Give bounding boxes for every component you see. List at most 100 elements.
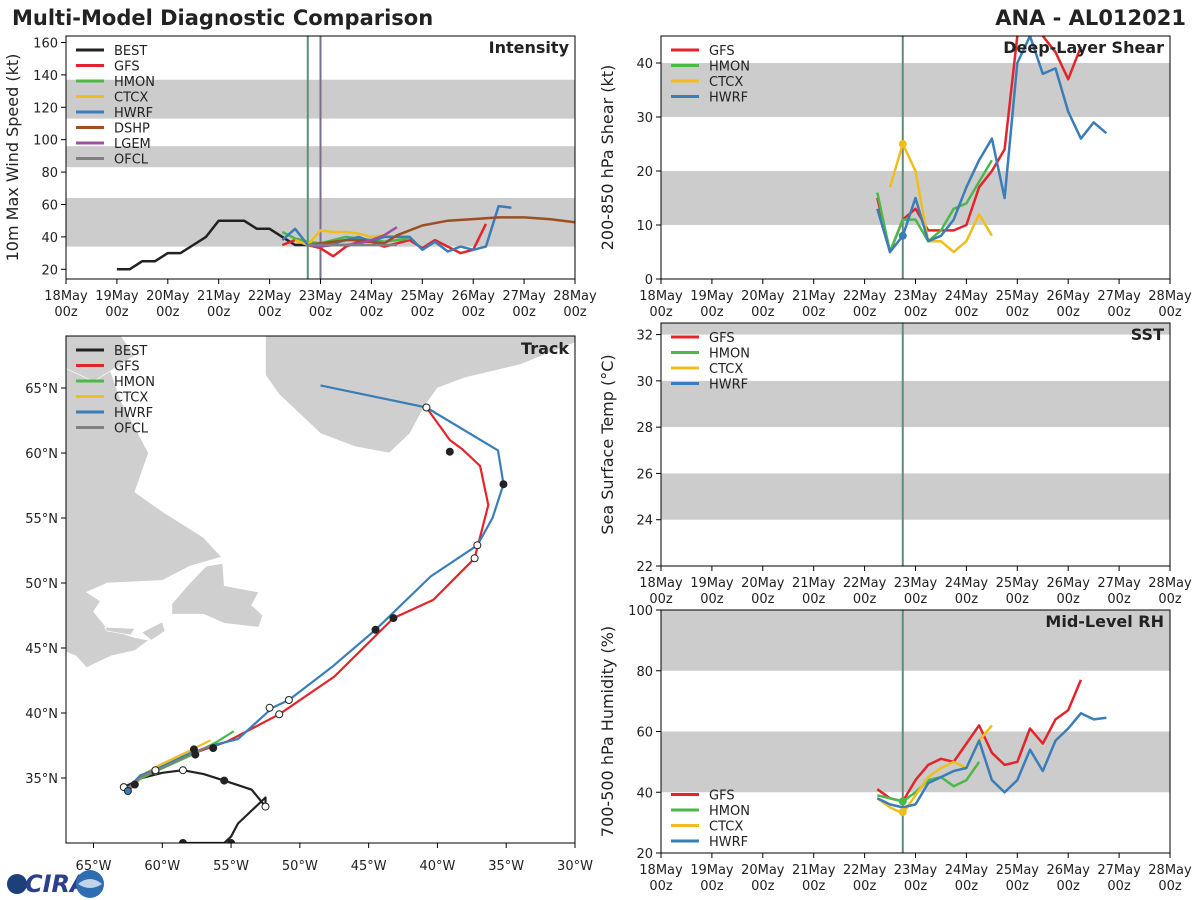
legend-item: HMON [76,75,155,90]
x-tick-label-hour: 00z [751,592,775,607]
lon-label: 60°W [144,859,180,874]
x-tick-label-day: 27May [1097,576,1141,591]
legend-label: CTCX [709,75,743,90]
x-tick-label-hour: 00z [802,305,826,320]
track-point [130,780,139,789]
series-gfs [876,679,1083,803]
landmass [66,336,223,668]
y-tick-label: 80 [41,166,58,181]
x-tick-label-hour: 00z [105,305,129,320]
x-tick-label-day: 21May [197,289,241,304]
legend-item: CTCX [671,362,743,377]
y-tick-label: 20 [636,847,653,862]
landmass [171,563,264,628]
x-tick-label-day: 23May [894,576,938,591]
track-point [191,750,200,759]
series-dshp [307,216,575,247]
x-tick-label-hour: 00z [853,592,877,607]
legend-label: LGEM [114,137,151,152]
panel-track: Track 35°N 40°N 45°N 50°N 55°N 60°N 65°N 65°W 60°… [25,335,593,874]
x-tick-label-day: 22May [843,863,887,878]
x-tick-label-hour: 00z [54,305,78,320]
x-tick-label-day: 26May [451,289,495,304]
x-tick-label-day: 27May [1097,863,1141,878]
y-axis-label: 200-850 hPa Shear (kt) [598,65,617,251]
x-tick-label-day: 23May [894,863,938,878]
panel-title: Mid-Level RH [1045,612,1164,631]
y-tick-label: 40 [636,786,653,801]
lon-label: 50°W [282,859,318,874]
y-tick-label: 120 [33,101,58,116]
legend-label: CTCX [709,362,743,377]
legend-item: OFCL [76,422,149,437]
x-tick-label-day: 27May [1097,289,1141,304]
x-tick-label-hour: 00z [904,305,928,320]
x-tick-label-day: 25May [996,863,1040,878]
x-tick-label-hour: 00z [1057,592,1081,607]
legend-label: HWRF [114,106,153,121]
x-tick-label-hour: 00z [360,305,384,320]
lon-label: 55°W [213,859,249,874]
x-tick-label-day: 25May [996,576,1040,591]
legend-item: GFS [671,789,735,804]
x-tick-label-hour: 00z [462,305,486,320]
y-tick-label: 30 [636,111,653,126]
x-tick-label-day: 18May [639,289,683,304]
x-tick-label-day: 25May [996,289,1040,304]
track-point [151,766,160,775]
x-tick-label-day: 19May [690,863,734,878]
plot-area [66,36,575,279]
legend-label: CTCX [709,820,743,835]
legend-label: OFCL [114,153,149,168]
panel-title: Intensity [489,38,570,57]
x-tick-label-hour: 00z [156,305,180,320]
intensity-band [661,323,1170,335]
legend-item: BEST [76,344,147,359]
x-tick-label-day: 28May [1148,863,1192,878]
x-tick-label-hour: 00z [904,592,928,607]
wave-icon [78,879,102,888]
axes-frame [65,335,576,844]
legend-label: GFS [709,789,735,804]
x-tick-label-day: 20May [741,576,785,591]
x-tick-label-hour: 00z [802,592,826,607]
legend-item: GFS [76,60,140,75]
x-tick-label-hour: 00z [649,592,673,607]
series-ctcx [888,142,993,254]
intensity-band [661,610,1170,671]
x-tick-label-day: 25May [401,289,445,304]
legend-item: HWRF [76,406,153,421]
legend-label: GFS [114,360,140,375]
x-tick-label-hour: 00z [1107,592,1131,607]
track-point [227,839,236,843]
cira-logo: CIRA [7,870,104,898]
x-tick-label-day: 28May [1148,576,1192,591]
legend-label: GFS [709,331,735,346]
x-tick-label-hour: 00z [512,305,536,320]
x-tick-label-hour: 00z [853,305,877,320]
lon-label: 35°W [488,859,524,874]
series-best [116,219,308,271]
lat-label: 65°N [25,382,58,397]
legend-item: CTCX [76,391,148,406]
track-point [389,614,398,623]
x-tick-label-day: 19May [690,289,734,304]
track-point [275,710,284,719]
legend-item: LGEM [76,137,151,152]
legend-item: BEST [76,44,147,59]
lon-label: 40°W [419,859,455,874]
y-tick-label: 30 [636,375,653,390]
x-tick-label-hour: 00z [1006,592,1030,607]
y-axis-label: Sea Surface Temp (°C) [598,354,617,534]
x-tick-label-day: 27May [502,289,546,304]
x-tick-label-hour: 00z [853,879,877,894]
x-tick-label-day: 21May [792,576,836,591]
marker-hmon [898,797,907,806]
legend-label: CTCX [114,91,148,106]
legend-item: HMON [76,375,155,390]
panels: Intensity2040608010012014016018May00z19M… [3,35,1192,894]
x-tick-label-day: 18May [639,576,683,591]
